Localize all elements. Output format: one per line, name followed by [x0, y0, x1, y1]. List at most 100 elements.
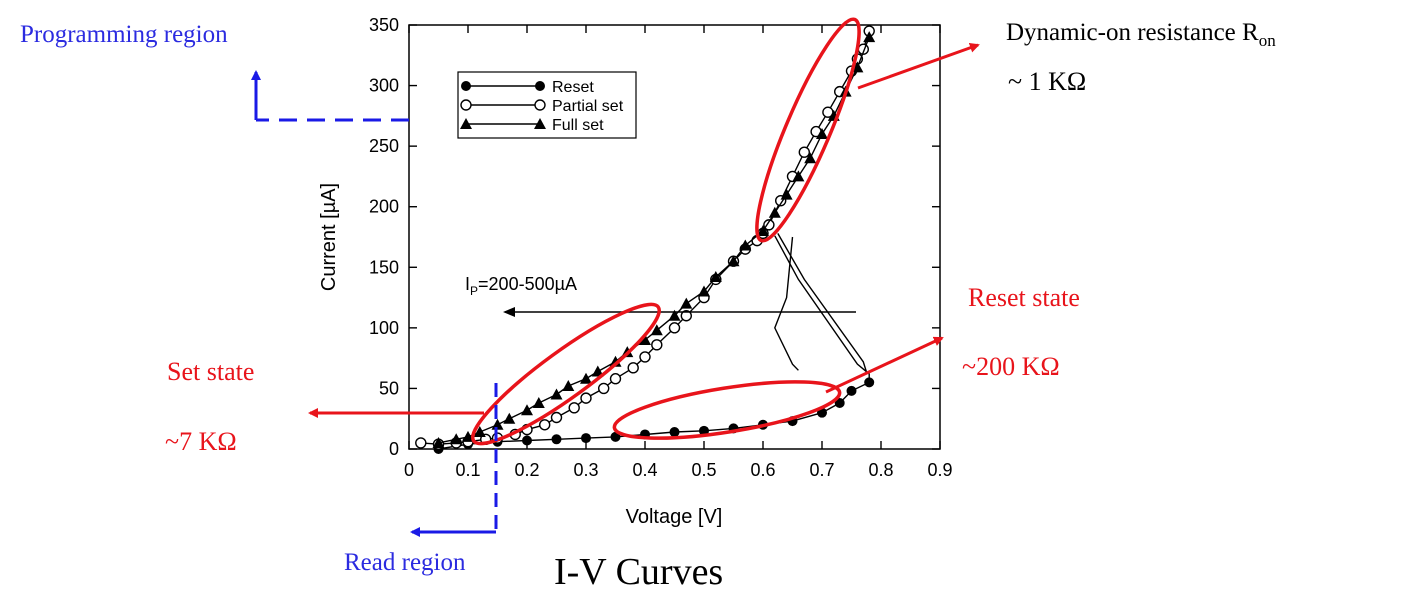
- data-point: [727, 255, 740, 267]
- data-point: [763, 219, 775, 231]
- data-point: [503, 412, 516, 424]
- x-tick-label: 0: [404, 460, 414, 480]
- data-point: [551, 434, 562, 445]
- data-series: [415, 25, 876, 454]
- data-point: [539, 419, 551, 431]
- ip-annotation: IP=200-500µA: [465, 274, 856, 317]
- x-axis-label: Voltage [V]: [626, 506, 723, 528]
- data-point: [550, 411, 563, 424]
- axis-ticks: [408, 24, 941, 450]
- reset-state-arrow: [825, 336, 944, 394]
- data-point: [668, 309, 681, 321]
- x-tick-label: 0.1: [455, 460, 480, 480]
- x-tick-label: 0.8: [868, 460, 893, 480]
- tick-labels: 0 0.1 0.2 0.3 0.4 0.5 0.6 0.7 0.8 0.9 0 50 100 150 200…: [369, 15, 953, 480]
- y-tick-label: 300: [369, 76, 399, 96]
- data-point: [627, 362, 639, 374]
- data-point: [863, 31, 876, 43]
- red-arrows: [308, 42, 980, 418]
- data-point: [739, 239, 752, 251]
- data-point: [669, 427, 680, 438]
- data-point: [473, 426, 486, 438]
- data-point: [609, 355, 622, 367]
- data-point: [609, 373, 622, 385]
- data-point: [462, 430, 474, 442]
- data-point: [792, 170, 805, 182]
- data-point: [610, 431, 621, 442]
- series-full-set: [432, 31, 876, 448]
- data-point: [568, 402, 580, 414]
- y-axis-label: Current [µA]: [318, 183, 340, 291]
- data-point: [834, 397, 845, 408]
- data-point: [680, 297, 693, 309]
- read-region-label: Read region: [344, 549, 466, 576]
- data-point: [804, 152, 817, 164]
- y-tick-label: 150: [369, 257, 399, 277]
- data-point: [532, 396, 545, 408]
- legend-reset-marker-icon: [461, 81, 471, 91]
- data-point: [415, 437, 427, 449]
- reset-state-label: Reset state: [968, 283, 1080, 312]
- legend-partial-label: Partial set: [552, 98, 624, 115]
- dynamic-on-label: Dynamic-on resistance Ron: [1006, 19, 1276, 50]
- x-tick-label: 0.2: [514, 460, 539, 480]
- x-tick-label: 0.5: [691, 460, 716, 480]
- reset-branch-lines: [774, 233, 870, 383]
- data-point: [432, 436, 445, 448]
- data-point: [591, 365, 604, 377]
- legend-full-marker-icon: [460, 118, 472, 129]
- highlight-ellipses: [471, 17, 861, 446]
- data-point: [562, 380, 575, 392]
- data-point: [757, 224, 769, 236]
- y-tick-label: 0: [389, 439, 399, 459]
- set-state-value: ~7 KΩ: [165, 427, 237, 456]
- x-tick-label: 0.9: [927, 460, 952, 480]
- data-point: [581, 433, 591, 444]
- y-tick-label: 200: [369, 197, 399, 217]
- data-point: [798, 146, 810, 158]
- data-point: [650, 324, 663, 336]
- plot-frame: [408, 24, 941, 450]
- y-tick-label: 350: [369, 15, 399, 35]
- programming-region-label: Programming region: [20, 21, 228, 48]
- data-point: [680, 310, 692, 322]
- data-point: [651, 339, 663, 351]
- reset-state-ellipse: [612, 380, 842, 440]
- x-tick-label: 0.3: [573, 460, 598, 480]
- data-point: [709, 270, 722, 282]
- legend-partial-marker-icon: [460, 99, 472, 111]
- set-state-ellipse: [471, 302, 661, 446]
- reset-state-value: ~200 KΩ: [962, 352, 1060, 381]
- data-point: [846, 385, 857, 396]
- svg-text:IP=200-500µA: IP=200-500µA: [465, 274, 577, 298]
- data-point: [639, 351, 651, 363]
- data-point: [522, 435, 532, 446]
- data-point: [698, 285, 710, 297]
- x-tick-label: 0.4: [632, 460, 657, 480]
- legend: Reset Partial set Full set: [457, 71, 637, 139]
- series-partial-set: [415, 25, 875, 450]
- legend-reset-label: Reset: [552, 79, 594, 96]
- data-point: [816, 128, 828, 140]
- y-tick-label: 100: [369, 318, 399, 338]
- dynamic-on-ellipse: [755, 17, 861, 243]
- data-point: [521, 404, 533, 416]
- x-tick-label: 0.7: [809, 460, 834, 480]
- dynamic-on-value: ~ 1 KΩ: [1008, 67, 1086, 96]
- data-point: [780, 188, 793, 200]
- data-point: [580, 372, 592, 384]
- set-state-label: Set state: [167, 357, 254, 386]
- data-point: [668, 322, 681, 334]
- dynamic-on-arrow: [857, 42, 980, 90]
- legend-full-label: Full set: [552, 117, 604, 134]
- blue-region-markers: [251, 70, 498, 537]
- x-tick-label: 0.6: [750, 460, 775, 480]
- data-point: [598, 382, 610, 395]
- data-point: [639, 333, 651, 345]
- data-point: [450, 433, 463, 445]
- data-point: [550, 388, 563, 400]
- y-tick-label: 250: [369, 136, 399, 156]
- data-point: [864, 377, 875, 388]
- chart-title: I-V Curves: [554, 551, 723, 592]
